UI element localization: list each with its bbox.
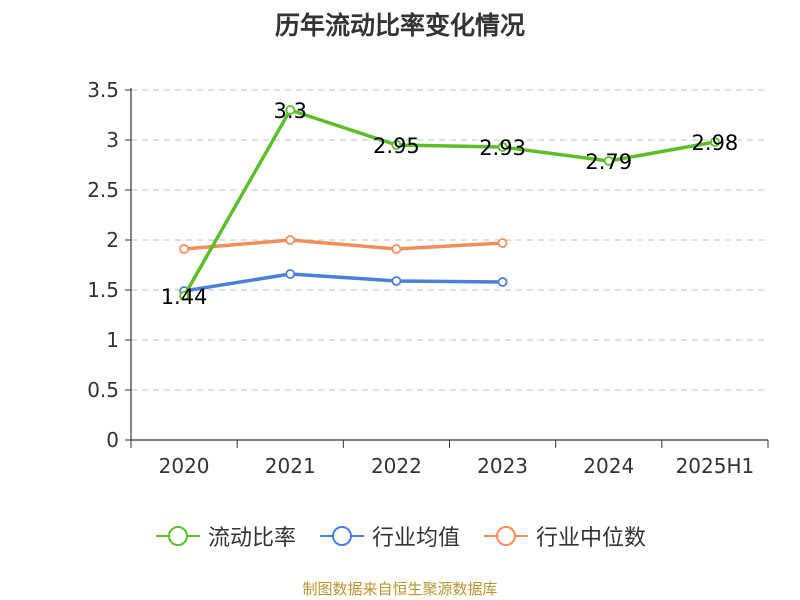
data-label: 2.79 <box>585 150 632 174</box>
legend-marker-icon <box>155 526 200 546</box>
legend-item-industry-mean[interactable]: 行业均值 <box>318 520 460 552</box>
data-label: 2.95 <box>373 134 420 158</box>
axes: 0 0.5 1 1.5 2 2.5 3 3.5 2020 2021 2022 2023 2024 2025… <box>87 78 769 478</box>
data-point[interactable] <box>179 244 189 254</box>
legend-item-industry-median[interactable]: 行业中位数 <box>482 520 646 552</box>
legend: 流动比率 行业均值 行业中位数 <box>0 520 800 552</box>
data-point[interactable] <box>285 235 296 245</box>
y-tick-label: 1 <box>106 328 119 352</box>
data-labels: 1.44 3.3 2.95 2.93 2.79 2.98 <box>161 99 739 309</box>
data-point[interactable] <box>179 291 189 301</box>
x-tick-label: 2024 <box>583 454 634 478</box>
data-point[interactable] <box>710 137 720 147</box>
data-point[interactable] <box>497 277 508 287</box>
legend-marker-icon <box>319 526 364 546</box>
y-tick-label: 1.5 <box>87 278 119 302</box>
series-line <box>183 272 503 293</box>
y-tick-label: 2 <box>106 228 119 252</box>
x-tick-label: 2023 <box>477 454 528 478</box>
data-point[interactable] <box>391 276 402 286</box>
series-line <box>182 108 716 297</box>
y-tick-label: 3 <box>106 128 119 152</box>
data-source-note: 制图数据来自恒生聚源数据库 <box>302 580 498 598</box>
data-label: 2.98 <box>692 131 739 155</box>
data-point[interactable] <box>285 269 296 279</box>
x-tick-label: 2022 <box>371 454 422 478</box>
data-label: 1.44 <box>161 285 208 309</box>
y-tick-label: 2.5 <box>87 178 119 202</box>
legend-marker-icon <box>484 526 528 546</box>
data-point[interactable] <box>391 140 402 150</box>
series-line <box>183 238 503 251</box>
legend-label: 行业均值 <box>371 526 460 551</box>
x-tick-label: 2021 <box>265 454 316 478</box>
data-label: 2.93 <box>479 136 526 160</box>
data-label: 3.3 <box>274 99 307 123</box>
data-point[interactable] <box>497 142 508 152</box>
data-point[interactable] <box>603 156 614 166</box>
y-tick-label: 0.5 <box>87 378 119 402</box>
legend-label: 行业中位数 <box>536 526 647 551</box>
x-tick-label: 2020 <box>159 454 210 478</box>
series <box>179 105 720 301</box>
grid-lines <box>131 89 768 391</box>
y-tick-label: 0 <box>106 428 119 452</box>
data-point[interactable] <box>391 244 402 254</box>
legend-label: 流动比率 <box>207 526 296 551</box>
chart-title: 历年流动比率变化情况 <box>274 11 525 40</box>
x-tick-label: 2025H1 <box>676 454 755 478</box>
legend-item-current-ratio[interactable]: 流动比率 <box>154 520 296 552</box>
data-point[interactable] <box>285 105 296 115</box>
y-tick-label: 3.5 <box>87 78 119 102</box>
data-point[interactable] <box>497 238 508 248</box>
